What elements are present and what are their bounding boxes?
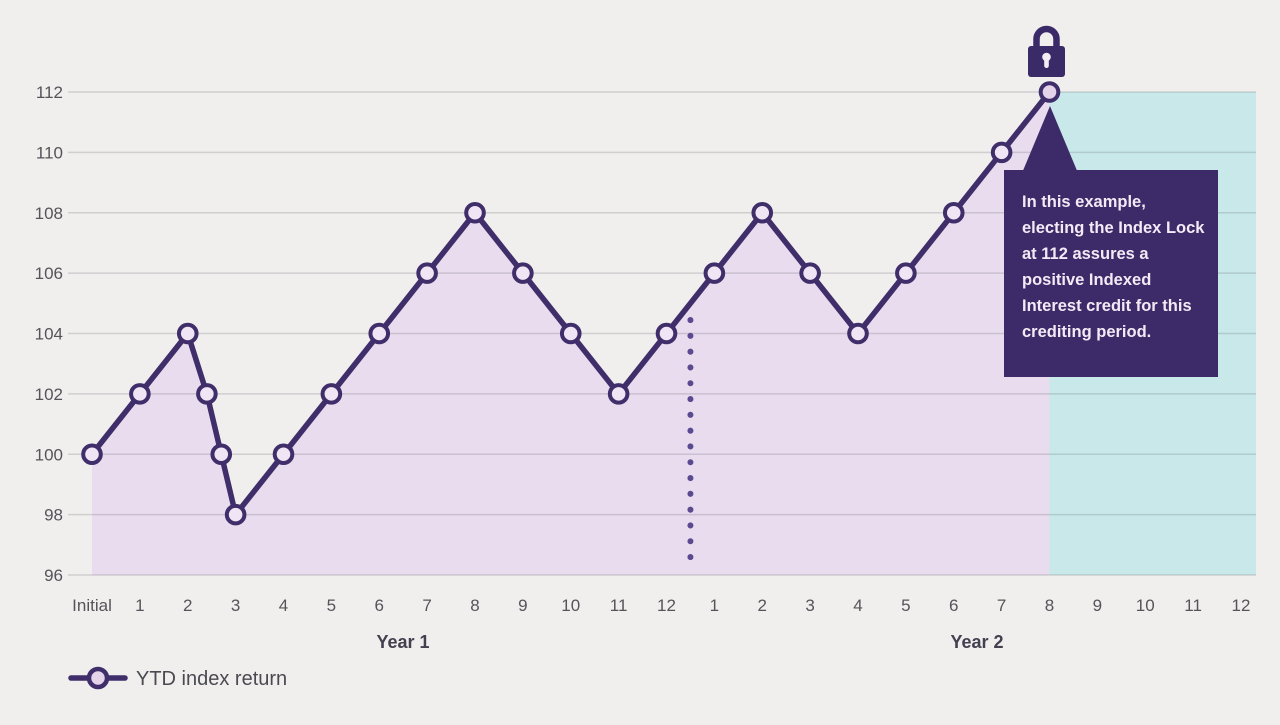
year2-label: Year 2: [950, 632, 1003, 652]
data-point-marker: [559, 322, 582, 345]
data-point-marker: [942, 201, 965, 224]
data-point-marker: [703, 262, 726, 284]
y-tick-label: 96: [44, 566, 63, 585]
callout-text-line: electing the Index Lock: [1022, 219, 1205, 237]
x-tick-label: 3: [231, 596, 240, 615]
x-tick-label: 8: [1045, 596, 1054, 615]
data-point-marker: [655, 322, 678, 345]
lock-icon: [1028, 25, 1065, 77]
data-point-marker: [895, 262, 917, 284]
data-point-marker: [129, 383, 151, 405]
x-tick-label: 7: [997, 596, 1006, 615]
y-axis-labels: 96 98 100 102 104 106 108 110 112: [35, 83, 63, 585]
x-tick-label: 7: [422, 596, 431, 615]
y-tick-label: 110: [36, 143, 63, 162]
callout-text-line: In this example,: [1022, 193, 1146, 211]
x-tick-label: 4: [279, 596, 288, 615]
data-point-marker: [751, 201, 774, 224]
callout-text-line: at 112 assures a: [1022, 245, 1149, 263]
legend: YTD index return: [68, 666, 287, 690]
data-point-marker: [176, 322, 199, 345]
x-tick-label: 1: [135, 596, 144, 615]
x-tick-label: 1: [710, 596, 719, 615]
data-point-marker: [272, 443, 295, 466]
data-point-marker: [210, 443, 233, 466]
callout-text-line: Interest credit for this: [1022, 297, 1192, 315]
x-tick-label: 5: [327, 596, 336, 615]
y-tick-label: 104: [35, 325, 63, 344]
x-tick-label: 2: [183, 596, 192, 615]
data-point-marker: [196, 383, 218, 405]
callout-text-line: crediting period.: [1022, 323, 1151, 341]
x-tick-label: 5: [901, 596, 910, 615]
data-point-marker: [990, 141, 1013, 164]
x-tick-label: 9: [518, 596, 527, 615]
callout-box: [1004, 170, 1218, 377]
lock-shackle: [1033, 25, 1060, 48]
callout-pointer: [1022, 106, 1078, 173]
x-tick-label: 6: [375, 596, 384, 615]
data-point-marker: [320, 383, 343, 405]
x-tick-label: 10: [561, 596, 580, 615]
data-point-marker: [464, 201, 486, 224]
y-tick-label: 108: [35, 204, 63, 223]
y-tick-label: 102: [35, 385, 63, 404]
index-lock-callout: In this example, electing the Index Lock a…: [1004, 106, 1218, 377]
legend-label: YTD index return: [136, 668, 287, 690]
ytd-index-return-line: [81, 81, 1061, 526]
x-tick-label: Initial: [72, 596, 112, 615]
data-point-marker: [847, 322, 869, 345]
y-tick-label: 98: [44, 506, 63, 525]
x-axis-labels: Initial 1 2 3 4 5 6 7 8 9 10 11 12 1 2 3 4 5 6 7 8 9 10 11 12: [72, 596, 1250, 615]
x-tick-label: 8: [470, 596, 479, 615]
data-point-marker: [1038, 81, 1061, 103]
x-tick-label: 4: [853, 596, 862, 615]
legend-marker: [86, 666, 110, 690]
data-point-marker: [224, 503, 247, 526]
callout-text-line: positive Indexed: [1022, 271, 1151, 289]
x-tick-label: 12: [1232, 596, 1251, 615]
x-tick-label: 3: [805, 596, 814, 615]
y-tick-label: 112: [36, 83, 63, 102]
x-tick-label: 10: [1136, 596, 1155, 615]
data-point-marker: [799, 262, 821, 284]
x-tick-label: 12: [657, 596, 676, 615]
data-point-marker: [512, 262, 534, 284]
x-tick-label: 11: [610, 596, 628, 615]
data-point-marker: [416, 262, 438, 284]
data-point-marker: [368, 322, 391, 345]
callout-text: In this example, electing the Index Lock a…: [1022, 193, 1205, 341]
data-point-marker: [81, 443, 103, 466]
y-tick-label: 100: [35, 445, 63, 464]
x-tick-label: 11: [1184, 596, 1202, 615]
lock-keyhole-stem: [1044, 57, 1049, 68]
x-tick-label: 6: [949, 596, 958, 615]
y-tick-label: 106: [35, 264, 63, 283]
year1-label: Year 1: [376, 632, 429, 652]
data-point-marker: [607, 383, 630, 405]
x-tick-label: 2: [758, 596, 767, 615]
x-tick-label: 9: [1093, 596, 1102, 615]
